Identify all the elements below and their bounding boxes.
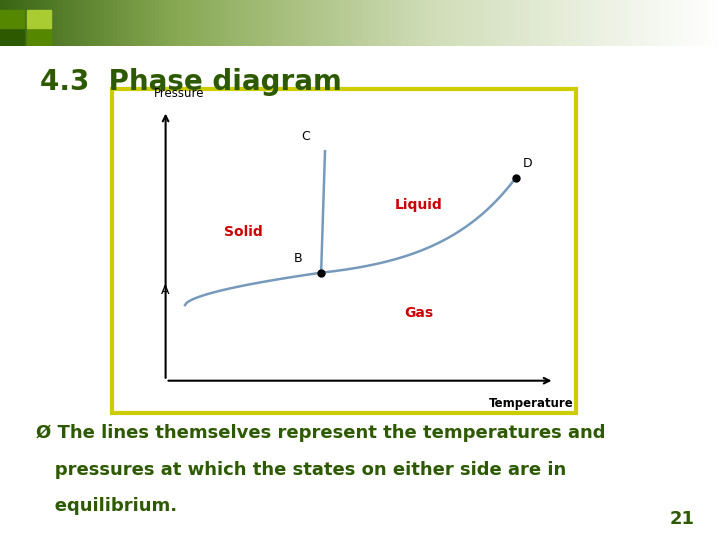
Text: Gas: Gas — [404, 306, 433, 320]
Text: pressures at which the states on either side are in: pressures at which the states on either … — [36, 461, 566, 478]
Bar — [0, 10, 24, 29]
Text: 4.3  Phase diagram: 4.3 Phase diagram — [40, 68, 341, 96]
Text: 21: 21 — [670, 510, 695, 528]
Text: Ø The lines themselves represent the temperatures and: Ø The lines themselves represent the tem… — [36, 424, 606, 442]
Text: D: D — [523, 157, 532, 170]
Text: C: C — [301, 130, 310, 143]
Text: Pressure: Pressure — [154, 87, 204, 100]
Text: Solid: Solid — [224, 225, 263, 239]
Bar — [27, 28, 51, 46]
Text: equilibrium.: equilibrium. — [36, 497, 177, 515]
Text: Temperature: Temperature — [489, 397, 574, 410]
Bar — [27, 10, 51, 29]
Bar — [112, 89, 576, 413]
Text: A: A — [161, 284, 170, 297]
Bar — [0, 28, 24, 46]
Text: B: B — [294, 252, 302, 265]
Text: Liquid: Liquid — [395, 198, 442, 212]
